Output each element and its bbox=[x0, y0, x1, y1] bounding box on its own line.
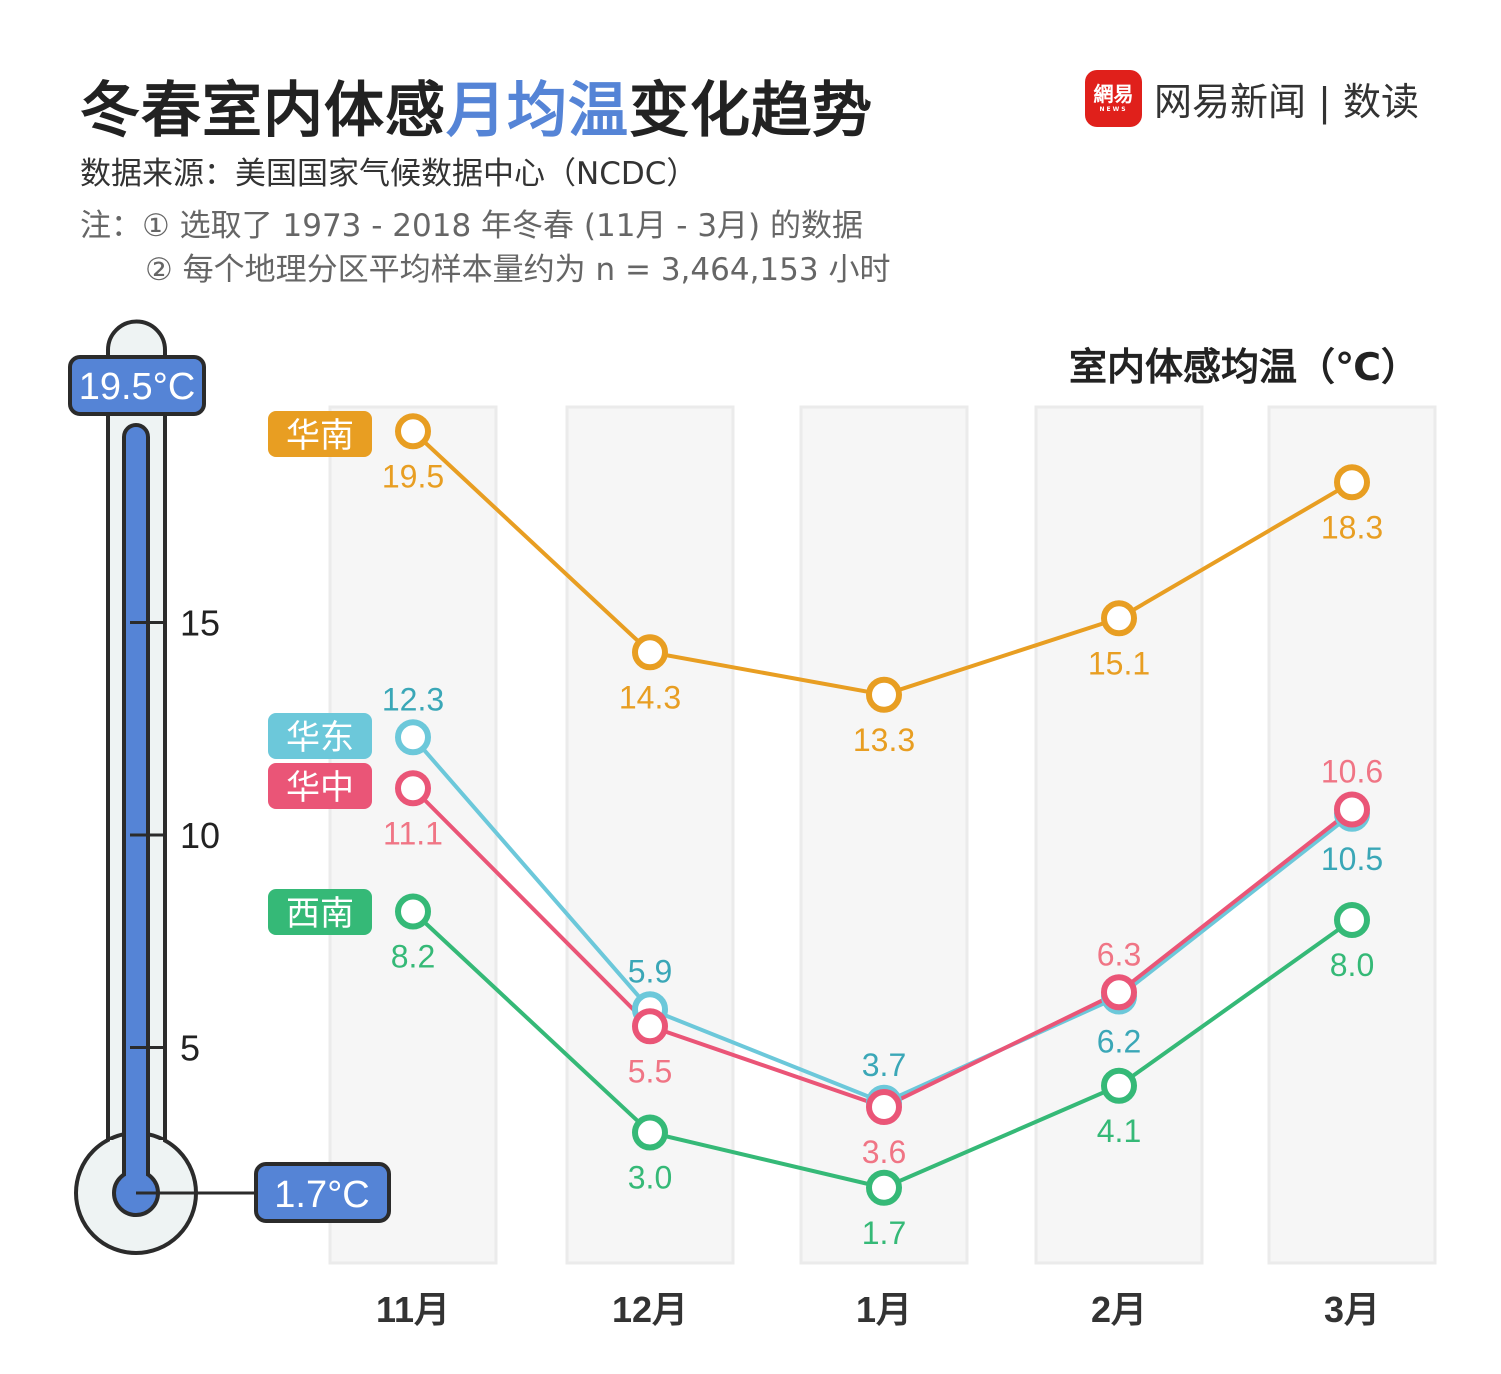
x-tick-label: 11月 bbox=[376, 1289, 450, 1330]
data-label: 3.6 bbox=[862, 1134, 906, 1170]
data-point bbox=[395, 893, 431, 930]
data-point bbox=[1334, 902, 1370, 938]
data-label: 5.9 bbox=[628, 953, 672, 989]
y-tick-label: 15 bbox=[180, 603, 220, 644]
x-tick-label: 12月 bbox=[612, 1289, 688, 1330]
max-label: 19.5°C bbox=[79, 366, 196, 408]
data-label: 5.5 bbox=[628, 1053, 672, 1089]
thermometer-mercury-joint bbox=[126, 1165, 146, 1177]
min-label: 1.7°C bbox=[274, 1174, 369, 1216]
data-label: 19.5 bbox=[382, 458, 444, 494]
data-point bbox=[395, 413, 431, 450]
data-point bbox=[866, 1169, 902, 1206]
min-label-box bbox=[254, 1162, 391, 1223]
column-band bbox=[1267, 405, 1437, 1265]
data-label: 10.6 bbox=[1321, 754, 1383, 790]
data-label: 10.5 bbox=[1321, 841, 1383, 877]
legend-badge bbox=[268, 763, 372, 809]
data-label: 14.3 bbox=[619, 679, 681, 715]
data-point bbox=[632, 634, 668, 671]
data-label: 6.3 bbox=[1097, 936, 1141, 972]
y-axis-label: 室内体感均温（℃） bbox=[1068, 345, 1419, 389]
y-tick-label: 10 bbox=[180, 815, 220, 856]
data-point bbox=[1334, 791, 1370, 828]
x-tick-label: 2月 bbox=[1091, 1289, 1147, 1330]
data-label: 13.3 bbox=[853, 722, 915, 758]
data-point bbox=[866, 676, 902, 713]
data-label: 3.7 bbox=[862, 1047, 906, 1083]
legend-label: 华南 bbox=[286, 417, 354, 455]
data-label: 18.3 bbox=[1321, 509, 1383, 545]
data-label: 8.2 bbox=[391, 939, 435, 975]
y-tick-label: 5 bbox=[180, 1028, 200, 1069]
legend-badge bbox=[268, 411, 372, 457]
logo: 網易 NEWS 网易新闻 | 数读 bbox=[1085, 70, 1419, 127]
thermometer-mercury bbox=[122, 423, 150, 1177]
legend-badge bbox=[268, 889, 372, 935]
legend-label: 华东 bbox=[286, 719, 354, 757]
data-point bbox=[395, 719, 431, 756]
data-label: 1.7 bbox=[862, 1215, 906, 1251]
data-label: 12.3 bbox=[382, 681, 444, 717]
data-label: 4.1 bbox=[1097, 1113, 1141, 1149]
legend-label: 西南 bbox=[286, 895, 354, 933]
data-label: 3.0 bbox=[628, 1160, 672, 1196]
note-1: 注：① 选取了 1973 - 2018 年冬春 (11月 - 3月) 的数据 bbox=[80, 208, 863, 244]
title-highlight: 月均温 bbox=[446, 76, 629, 146]
column-band bbox=[1034, 405, 1204, 1265]
data-label: 11.1 bbox=[383, 815, 443, 851]
legend-badge bbox=[268, 713, 372, 759]
max-label-box bbox=[68, 355, 206, 416]
legend-label: 华中 bbox=[286, 769, 354, 807]
data-point bbox=[866, 1089, 902, 1125]
page-title: 冬春室内体感月均温变化趋势 bbox=[80, 62, 873, 149]
x-tick-label: 3月 bbox=[1324, 1289, 1380, 1330]
data-point bbox=[1101, 974, 1137, 1011]
data-label: 6.2 bbox=[1097, 1024, 1141, 1060]
data-label: 8.0 bbox=[1330, 947, 1374, 983]
source-text: 数据来源：美国国家气候数据中心（NCDC） bbox=[80, 156, 698, 192]
title-part: 冬春室内体感 bbox=[80, 76, 446, 146]
data-point bbox=[1101, 1067, 1137, 1104]
data-point bbox=[1101, 600, 1137, 637]
data-point bbox=[1334, 464, 1370, 501]
x-tick-label: 1月 bbox=[856, 1289, 912, 1330]
data-point bbox=[632, 1114, 668, 1151]
data-point bbox=[395, 770, 431, 807]
data-label: 15.1 bbox=[1088, 645, 1150, 681]
netease-logo-icon: 網易 NEWS bbox=[1085, 70, 1142, 127]
data-point bbox=[632, 1008, 668, 1045]
title-part: 变化趋势 bbox=[629, 76, 873, 146]
note-2: ② 每个地理分区平均样本量约为 n = 3,464,153 小时 bbox=[145, 252, 891, 288]
logo-text: 网易新闻 | 数读 bbox=[1154, 80, 1419, 124]
column-band bbox=[328, 405, 498, 1265]
